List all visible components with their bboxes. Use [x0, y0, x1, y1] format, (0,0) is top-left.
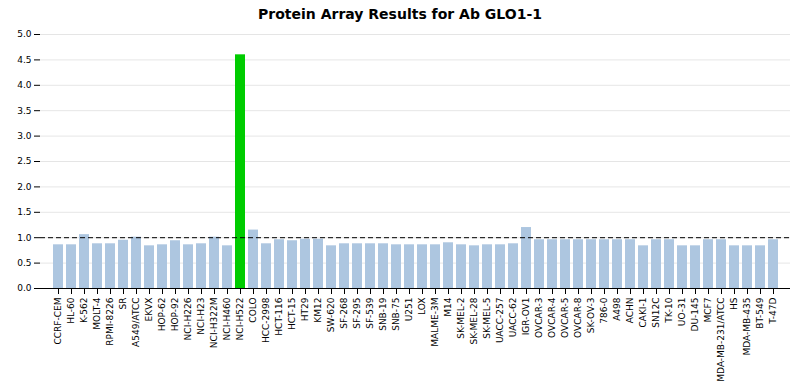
- svg-text:SW-620: SW-620: [326, 297, 336, 332]
- svg-text:HCT-116: HCT-116: [274, 297, 284, 335]
- svg-text:SNB-75: SNB-75: [391, 298, 401, 331]
- svg-text:OVCAR-4: OVCAR-4: [547, 297, 557, 338]
- svg-text:MDA-MB-231/ATCC: MDA-MB-231/ATCC: [716, 298, 726, 382]
- svg-text:NCI-H322M: NCI-H322M: [209, 298, 219, 349]
- svg-text:MDA-MB-435: MDA-MB-435: [742, 298, 752, 356]
- svg-text:MALME-3M: MALME-3M: [430, 298, 440, 347]
- svg-text:SN12C: SN12C: [651, 298, 661, 328]
- svg-text:5.0: 5.0: [17, 29, 32, 39]
- svg-text:M14: M14: [443, 297, 453, 316]
- svg-text:CCRF-CEM: CCRF-CEM: [53, 298, 63, 345]
- svg-text:HOP-62: HOP-62: [157, 298, 167, 332]
- svg-text:U251: U251: [404, 298, 414, 322]
- svg-text:1.0: 1.0: [17, 233, 32, 243]
- svg-text:UO-31: UO-31: [677, 298, 687, 327]
- svg-text:SF-539: SF-539: [365, 297, 375, 329]
- svg-text:A498: A498: [612, 297, 622, 321]
- svg-text:SF-295: SF-295: [352, 298, 362, 329]
- svg-text:SNB-19: SNB-19: [378, 297, 388, 331]
- svg-text:NCI-H226: NCI-H226: [183, 297, 193, 340]
- svg-text:KM12: KM12: [313, 298, 323, 323]
- svg-text:HS: HS: [729, 297, 739, 310]
- svg-text:EKVX: EKVX: [144, 298, 154, 322]
- svg-text:SK-MEL-28: SK-MEL-28: [469, 297, 479, 344]
- svg-text:4.5: 4.5: [17, 55, 31, 65]
- svg-text:3.0: 3.0: [17, 131, 32, 141]
- svg-text:ACHN: ACHN: [625, 298, 635, 324]
- svg-text:HT29: HT29: [300, 297, 310, 321]
- svg-text:HCT-15: HCT-15: [287, 298, 297, 330]
- svg-text:2.0: 2.0: [17, 182, 32, 192]
- svg-text:3.5: 3.5: [17, 106, 31, 116]
- svg-text:SK-MEL-2: SK-MEL-2: [456, 298, 466, 339]
- svg-text:4.0: 4.0: [17, 80, 32, 90]
- svg-text:T-47D: T-47D: [768, 297, 778, 324]
- svg-text:NCI-H23: NCI-H23: [196, 298, 206, 335]
- svg-text:BT-549: BT-549: [755, 297, 765, 329]
- svg-text:UACC-62: UACC-62: [508, 298, 518, 338]
- svg-text:LOX: LOX: [417, 298, 427, 315]
- svg-text:RPMI-8226: RPMI-8226: [105, 297, 115, 346]
- svg-text:K-562: K-562: [79, 298, 89, 323]
- svg-text:TK-10: TK-10: [664, 297, 674, 323]
- svg-text:SR: SR: [118, 298, 128, 310]
- svg-text:MOLT-4: MOLT-4: [92, 297, 102, 330]
- svg-text:HCC-2998: HCC-2998: [261, 297, 271, 343]
- svg-text:2.5: 2.5: [17, 156, 31, 166]
- svg-text:SK-OV-3: SK-OV-3: [586, 298, 596, 334]
- svg-text:UACC-257: UACC-257: [495, 298, 505, 344]
- svg-text:1.5: 1.5: [17, 207, 31, 217]
- svg-text:DU-145: DU-145: [690, 298, 700, 332]
- svg-text:COLO: COLO: [248, 298, 258, 323]
- svg-text:SF-268: SF-268: [339, 297, 349, 329]
- svg-text:SK-MEL-5: SK-MEL-5: [482, 298, 492, 339]
- svg-text:0.0: 0.0: [17, 283, 32, 293]
- svg-text:NCI-H460: NCI-H460: [222, 297, 232, 340]
- svg-text:HL-60: HL-60: [66, 297, 76, 324]
- svg-text:0.5: 0.5: [17, 258, 31, 268]
- svg-text:CAKI-1: CAKI-1: [638, 298, 648, 328]
- svg-text:HOP-92: HOP-92: [170, 298, 180, 332]
- svg-text:NCI-H522: NCI-H522: [235, 298, 245, 341]
- html-text:Protein Array Results for Ab G: Protein Array Results for Ab GLO1-1: [258, 6, 542, 22]
- svg-text:OVCAR-3: OVCAR-3: [534, 298, 544, 338]
- svg-text:OVCAR-5: OVCAR-5: [560, 298, 570, 338]
- svg-text:OVCAR-8: OVCAR-8: [573, 297, 583, 338]
- svg-text:A549/ATCC: A549/ATCC: [131, 298, 141, 347]
- svg-text:786-0: 786-0: [599, 297, 609, 323]
- svg-text:IGR-OV1: IGR-OV1: [521, 298, 531, 336]
- svg-text:MCF7: MCF7: [703, 298, 713, 323]
